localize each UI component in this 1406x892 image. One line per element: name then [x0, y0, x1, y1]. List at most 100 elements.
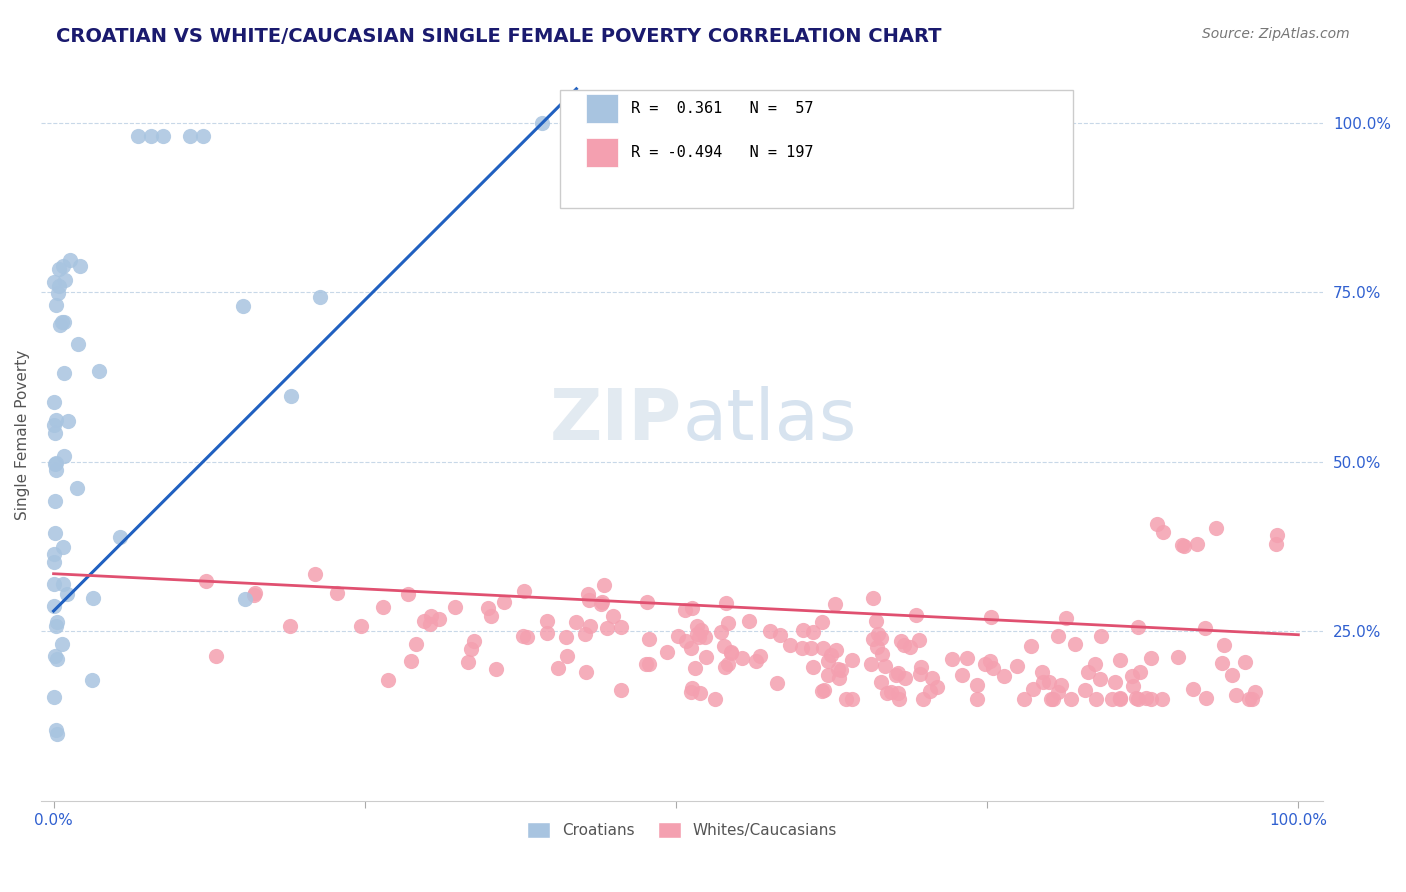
Point — [536, 626, 558, 640]
Text: atlas: atlas — [682, 385, 856, 455]
Point — [349, 619, 371, 633]
Point — [1090, 629, 1112, 643]
Point — [485, 662, 508, 676]
Point — [42, 599, 65, 613]
Point — [53, 450, 76, 464]
Point — [866, 640, 889, 654]
Legend: Croatians, Whites/Caucasians: Croatians, Whites/Caucasians — [522, 816, 844, 845]
Point — [44, 525, 66, 540]
Point — [1181, 681, 1204, 696]
Point — [1211, 657, 1233, 671]
Point — [1104, 675, 1126, 690]
Point — [801, 624, 824, 639]
Point — [460, 641, 482, 656]
Point — [1234, 655, 1257, 669]
Point — [921, 672, 943, 686]
Point — [681, 601, 703, 615]
Point — [966, 692, 988, 706]
Point — [44, 426, 66, 441]
Point — [42, 555, 65, 569]
Point — [824, 597, 846, 611]
Point — [555, 648, 578, 663]
Point — [910, 660, 932, 674]
Point — [610, 619, 633, 633]
Point — [720, 647, 742, 661]
Point — [536, 614, 558, 628]
Point — [950, 668, 973, 682]
Point — [44, 275, 66, 289]
Point — [1088, 672, 1111, 686]
Point — [880, 685, 903, 699]
Point — [875, 658, 897, 673]
Point — [1152, 524, 1174, 539]
Point — [204, 648, 226, 663]
Point — [44, 648, 66, 663]
Point — [800, 641, 823, 656]
Point — [980, 610, 1002, 624]
Point — [685, 619, 707, 633]
Point — [457, 655, 479, 669]
Point — [66, 481, 89, 495]
Y-axis label: Single Female Poverty: Single Female Poverty — [15, 350, 30, 520]
Point — [886, 668, 908, 682]
Point — [749, 649, 772, 664]
Point — [717, 657, 740, 672]
Point — [593, 578, 616, 592]
Point — [887, 692, 910, 706]
Point — [1212, 638, 1234, 652]
Point — [42, 395, 65, 409]
Point — [907, 632, 929, 647]
Point — [304, 567, 326, 582]
Point — [828, 671, 851, 685]
Point — [1060, 692, 1083, 706]
Point — [1032, 675, 1054, 690]
Point — [681, 684, 703, 698]
Point — [714, 659, 737, 673]
Point — [1237, 692, 1260, 706]
Point — [1031, 665, 1053, 679]
Point — [1265, 528, 1288, 542]
Point — [1122, 679, 1144, 693]
Point — [554, 630, 576, 644]
Point — [868, 627, 890, 641]
Point — [1012, 692, 1035, 706]
Point — [979, 654, 1001, 668]
Point — [42, 548, 65, 562]
Point — [591, 597, 613, 611]
Point — [280, 619, 302, 633]
Point — [419, 617, 441, 632]
Point — [1084, 657, 1107, 671]
Point — [1042, 692, 1064, 706]
Point — [910, 667, 932, 681]
Point — [966, 678, 988, 692]
Point — [893, 671, 915, 685]
Point — [657, 645, 679, 659]
Point — [1146, 517, 1168, 532]
Point — [56, 586, 79, 600]
Point — [1166, 650, 1188, 665]
Point — [893, 638, 915, 652]
Text: Source: ZipAtlas.com: Source: ZipAtlas.com — [1202, 27, 1350, 41]
Point — [591, 595, 613, 609]
Point — [1019, 640, 1042, 654]
Point — [862, 632, 884, 646]
Point — [738, 615, 761, 629]
Point — [52, 577, 75, 591]
Point — [817, 668, 839, 682]
Point — [1108, 652, 1130, 666]
Point — [827, 662, 849, 676]
Point — [1022, 681, 1045, 696]
Point — [108, 530, 131, 544]
Point — [666, 629, 689, 643]
Point — [82, 673, 104, 688]
Point — [865, 614, 887, 628]
Point — [1152, 692, 1174, 706]
Point — [869, 631, 891, 645]
Point — [1135, 690, 1157, 705]
Point — [444, 599, 467, 614]
Point — [53, 273, 76, 287]
Point — [309, 290, 332, 304]
Point — [243, 588, 266, 602]
Point — [405, 637, 427, 651]
Point — [1125, 690, 1147, 705]
